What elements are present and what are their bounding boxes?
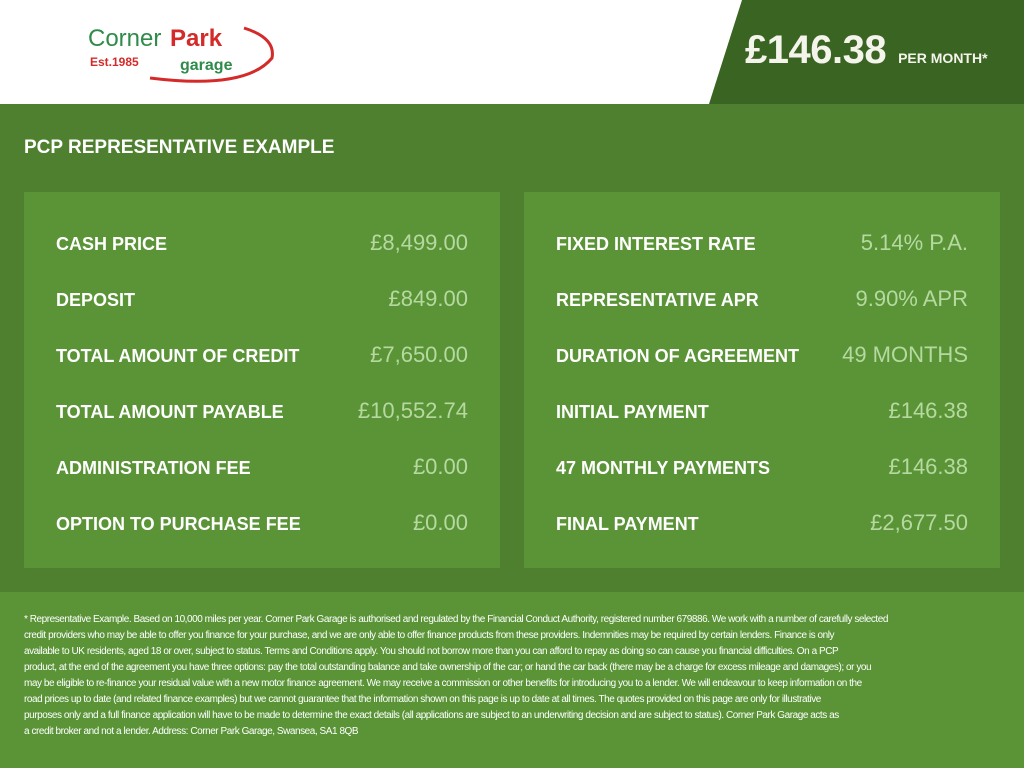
disclaimer-line: may be eligible to re-finance your resid… xyxy=(24,678,862,689)
finance-row: REPRESENTATIVE APR 9.90% APR xyxy=(556,286,968,316)
finance-value: £2,677.50 xyxy=(870,510,968,535)
corner-park-logo[interactable]: Corner Park Est.1985 garage xyxy=(86,20,276,84)
finance-label: ADMINISTRATION FEE xyxy=(56,458,251,478)
finance-row: TOTAL AMOUNT PAYABLE £10,552.74 xyxy=(56,398,468,428)
finance-value: £146.38 xyxy=(888,454,968,479)
finance-label: TOTAL AMOUNT OF CREDIT xyxy=(56,346,300,366)
finance-value: 9.90% APR xyxy=(855,286,968,311)
finance-label: DEPOSIT xyxy=(56,290,136,310)
finance-label: TOTAL AMOUNT PAYABLE xyxy=(56,402,284,422)
finance-panel-right: FIXED INTEREST RATE 5.14% P.A. REPRESENTAT… xyxy=(524,192,1000,568)
disclaimer-line: purposes only and a full finance applica… xyxy=(24,710,839,721)
finance-row: OPTION TO PURCHASE FEE £0.00 xyxy=(56,510,468,540)
finance-label: FIXED INTEREST RATE xyxy=(556,234,756,254)
finance-value: £0.00 xyxy=(412,454,468,479)
finance-label: REPRESENTATIVE APR xyxy=(556,290,759,310)
finance-row: DEPOSIT £849.00 xyxy=(56,286,468,316)
finance-value: £10,552.74 xyxy=(357,398,468,423)
finance-row: TOTAL AMOUNT OF CREDIT £7,650.00 xyxy=(56,342,468,372)
svg-text:Park: Park xyxy=(170,25,223,52)
finance-panel-left: CASH PRICE £8,499.00 DEPOSIT £849.00 TOTAL A… xyxy=(24,192,500,568)
svg-text:garage: garage xyxy=(180,57,233,74)
finance-value: £849.00 xyxy=(388,286,468,311)
disclaimer-line: * Representative Example. Based on 10,00… xyxy=(24,614,888,625)
finance-label: CASH PRICE xyxy=(56,234,168,254)
finance-value: 49 MONTHS xyxy=(842,342,968,367)
disclaimer-line: road prices up to date (and related fina… xyxy=(24,694,821,705)
finance-value: £0.00 xyxy=(412,510,468,535)
finance-label: 47 MONTHLY PAYMENTS xyxy=(556,458,771,478)
disclaimer-footer: * Representative Example. Based on 10,00… xyxy=(0,592,1024,768)
svg-text:Corner: Corner xyxy=(88,25,161,52)
finance-value: £7,650.00 xyxy=(370,342,468,367)
finance-value: £146.38 xyxy=(888,398,968,423)
finance-row: DURATION OF AGREEMENT 49 MONTHS xyxy=(556,342,968,372)
finance-label: INITIAL PAYMENT xyxy=(556,402,709,422)
svg-text:Est.1985: Est.1985 xyxy=(90,55,139,69)
finance-value: £8,499.00 xyxy=(370,230,468,255)
disclaimer-line: credit providers who may be able to offe… xyxy=(24,630,835,641)
finance-row: ADMINISTRATION FEE £0.00 xyxy=(56,454,468,484)
disclaimer-line: product, at the end of the agreement you… xyxy=(24,662,872,673)
monthly-price: £146.38 xyxy=(745,28,887,72)
finance-value: 5.14% P.A. xyxy=(860,230,968,255)
monthly-price-group: £146.38 PER MONTH* xyxy=(745,28,1000,73)
disclaimer-line: a credit broker and not a lender. Addres… xyxy=(24,726,359,737)
header: Corner Park Est.1985 garage £146.38 PER … xyxy=(0,0,1024,104)
page-title: PCP REPRESENTATIVE EXAMPLE xyxy=(24,137,335,158)
finance-row: INITIAL PAYMENT £146.38 xyxy=(556,398,968,428)
finance-row: FIXED INTEREST RATE 5.14% P.A. xyxy=(556,230,968,260)
finance-row: CASH PRICE £8,499.00 xyxy=(56,230,468,260)
per-month-label: PER MONTH* xyxy=(898,50,988,66)
finance-row: 47 MONTHLY PAYMENTS £146.38 xyxy=(556,454,968,484)
disclaimer-line: available to UK residents, aged 18 or ov… xyxy=(24,646,839,657)
finance-label: FINAL PAYMENT xyxy=(556,514,699,534)
finance-label: OPTION TO PURCHASE FEE xyxy=(56,514,301,534)
finance-label: DURATION OF AGREEMENT xyxy=(556,346,799,366)
finance-row: FINAL PAYMENT £2,677.50 xyxy=(556,510,968,540)
monthly-price-banner xyxy=(709,0,1024,104)
